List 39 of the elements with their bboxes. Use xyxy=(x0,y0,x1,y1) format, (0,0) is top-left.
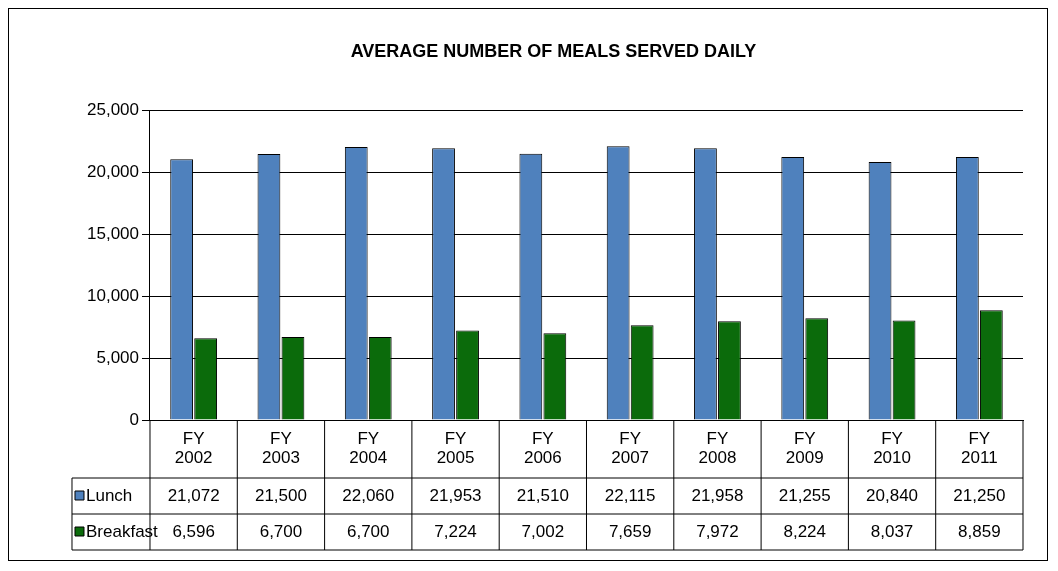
data-label: 7,002 xyxy=(521,521,565,541)
data-label: 7,659 xyxy=(608,521,652,541)
data-label: 20,840 xyxy=(866,485,919,505)
data-label: 21,510 xyxy=(516,485,569,505)
data-label: 7,972 xyxy=(696,521,739,541)
data-label: 21,072 xyxy=(167,485,220,505)
data-label: 8,037 xyxy=(870,521,914,541)
data-label: 8,224 xyxy=(783,521,827,541)
x-tick-label: FY 2003 xyxy=(262,429,300,468)
data-label: 8,859 xyxy=(958,521,1001,541)
y-tick-label: 25,000 xyxy=(87,100,139,120)
x-tick-label: FY 2011 xyxy=(961,429,998,468)
data-label: 21,958 xyxy=(691,485,744,505)
data-label: 21,255 xyxy=(778,485,831,505)
data-label: 22,115 xyxy=(604,485,656,505)
x-tick-label: FY 2008 xyxy=(698,429,737,468)
y-tick-label: 0 xyxy=(129,409,139,429)
y-tick-label: 20,000 xyxy=(87,162,139,182)
legend-label: Lunch xyxy=(86,485,133,505)
y-tick-label: 15,000 xyxy=(87,224,139,244)
chart-title: AVERAGE NUMBER OF MEALS SERVED DAILY xyxy=(350,40,757,61)
x-tick-label: FY 2002 xyxy=(174,429,213,468)
x-tick-label: FY 2004 xyxy=(349,429,388,468)
data-label: 6,700 xyxy=(259,521,303,541)
x-tick-label: FY 2006 xyxy=(523,429,562,468)
data-label: 6,700 xyxy=(346,521,390,541)
data-label: 21,500 xyxy=(254,485,307,505)
data-label: 22,060 xyxy=(342,485,395,505)
x-tick-label: FY 2007 xyxy=(611,429,650,468)
data-label: 21,250 xyxy=(953,485,1006,505)
x-tick-label: FY 2005 xyxy=(436,429,475,468)
data-label: 7,224 xyxy=(434,521,477,541)
x-tick-label: FY 2009 xyxy=(785,429,824,468)
data-label: 6,596 xyxy=(172,521,215,541)
y-tick-label: 10,000 xyxy=(87,285,139,305)
legend-label: Breakfast xyxy=(86,521,159,541)
y-tick-label: 5,000 xyxy=(96,347,139,367)
x-tick-label: FY 2010 xyxy=(873,429,911,468)
data-label: 21,953 xyxy=(429,485,482,505)
